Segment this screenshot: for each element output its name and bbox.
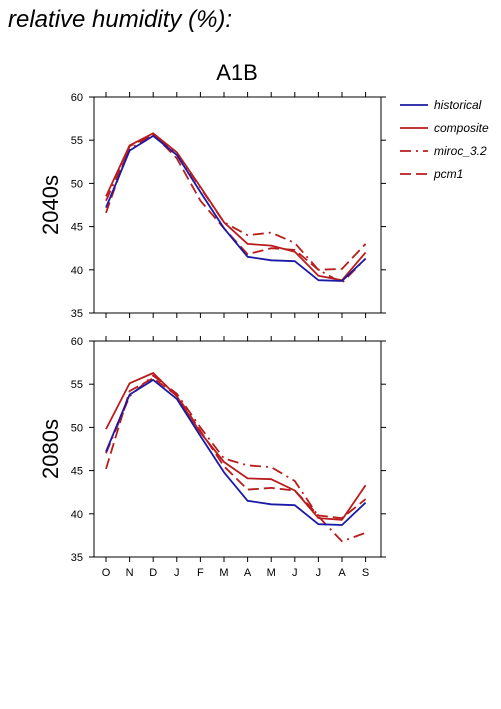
y-tick-label: 45: [71, 222, 83, 234]
x-tick-label: J: [292, 567, 298, 579]
legend-label: historical: [434, 98, 482, 112]
x-tick-label: A: [338, 567, 346, 579]
x-tick-label: M: [267, 567, 276, 579]
x-tick-label: J: [316, 567, 322, 579]
panel-label: 2080s: [38, 419, 63, 479]
x-tick-label: F: [197, 567, 204, 579]
series-line-composite: [105, 132, 367, 282]
x-tick-label: J: [174, 567, 180, 579]
panel-2080s: 35 40 45 50 55 60 O N D J F M A M J J A S 2080s: [38, 336, 386, 579]
panel-frame: [93, 340, 382, 558]
series-line-historical: [105, 134, 367, 282]
legend-label: composite: [434, 121, 489, 135]
series-line-miroc-3-2: [105, 134, 367, 284]
x-tick-label: N: [126, 567, 134, 579]
x-tick-label: A: [244, 567, 252, 579]
x-tick-label: D: [149, 567, 157, 579]
x-tick-label: S: [362, 567, 369, 579]
y-tick-label: 50: [71, 178, 83, 190]
y-tick-label: 40: [71, 509, 83, 521]
panel-label: 2040s: [38, 175, 63, 235]
series-line-pcm1: [105, 133, 367, 271]
series-line-miroc-3-2: [105, 374, 366, 543]
y-tick-label: 55: [71, 379, 83, 391]
series-line-composite: [105, 372, 367, 521]
panel-2040s: 35 40 45 50 55 60 2040s: [38, 92, 386, 320]
y-tick-label: 60: [71, 92, 83, 104]
legend-label: pcm1: [433, 167, 463, 181]
legend-label: miroc_3.2: [434, 144, 487, 158]
y-tick-label: 35: [71, 308, 83, 320]
y-tick-label: 35: [71, 552, 83, 564]
y-tick-label: 60: [71, 336, 83, 348]
panel-frame: [93, 96, 382, 314]
series-line-historical: [105, 378, 367, 526]
x-tick-label: M: [219, 567, 228, 579]
y-tick-label: 45: [71, 466, 83, 478]
y-tick-label: 55: [71, 135, 83, 147]
y-tick-label: 40: [71, 265, 83, 277]
scenario-label: A1B: [216, 60, 258, 85]
series-line-pcm1: [105, 377, 367, 519]
x-tick-label: O: [102, 567, 111, 579]
y-tick-label: 50: [71, 422, 83, 434]
legend: historical composite miroc_3.2 pcm1: [400, 98, 489, 181]
page-title: relative humidity (%):: [8, 6, 233, 33]
